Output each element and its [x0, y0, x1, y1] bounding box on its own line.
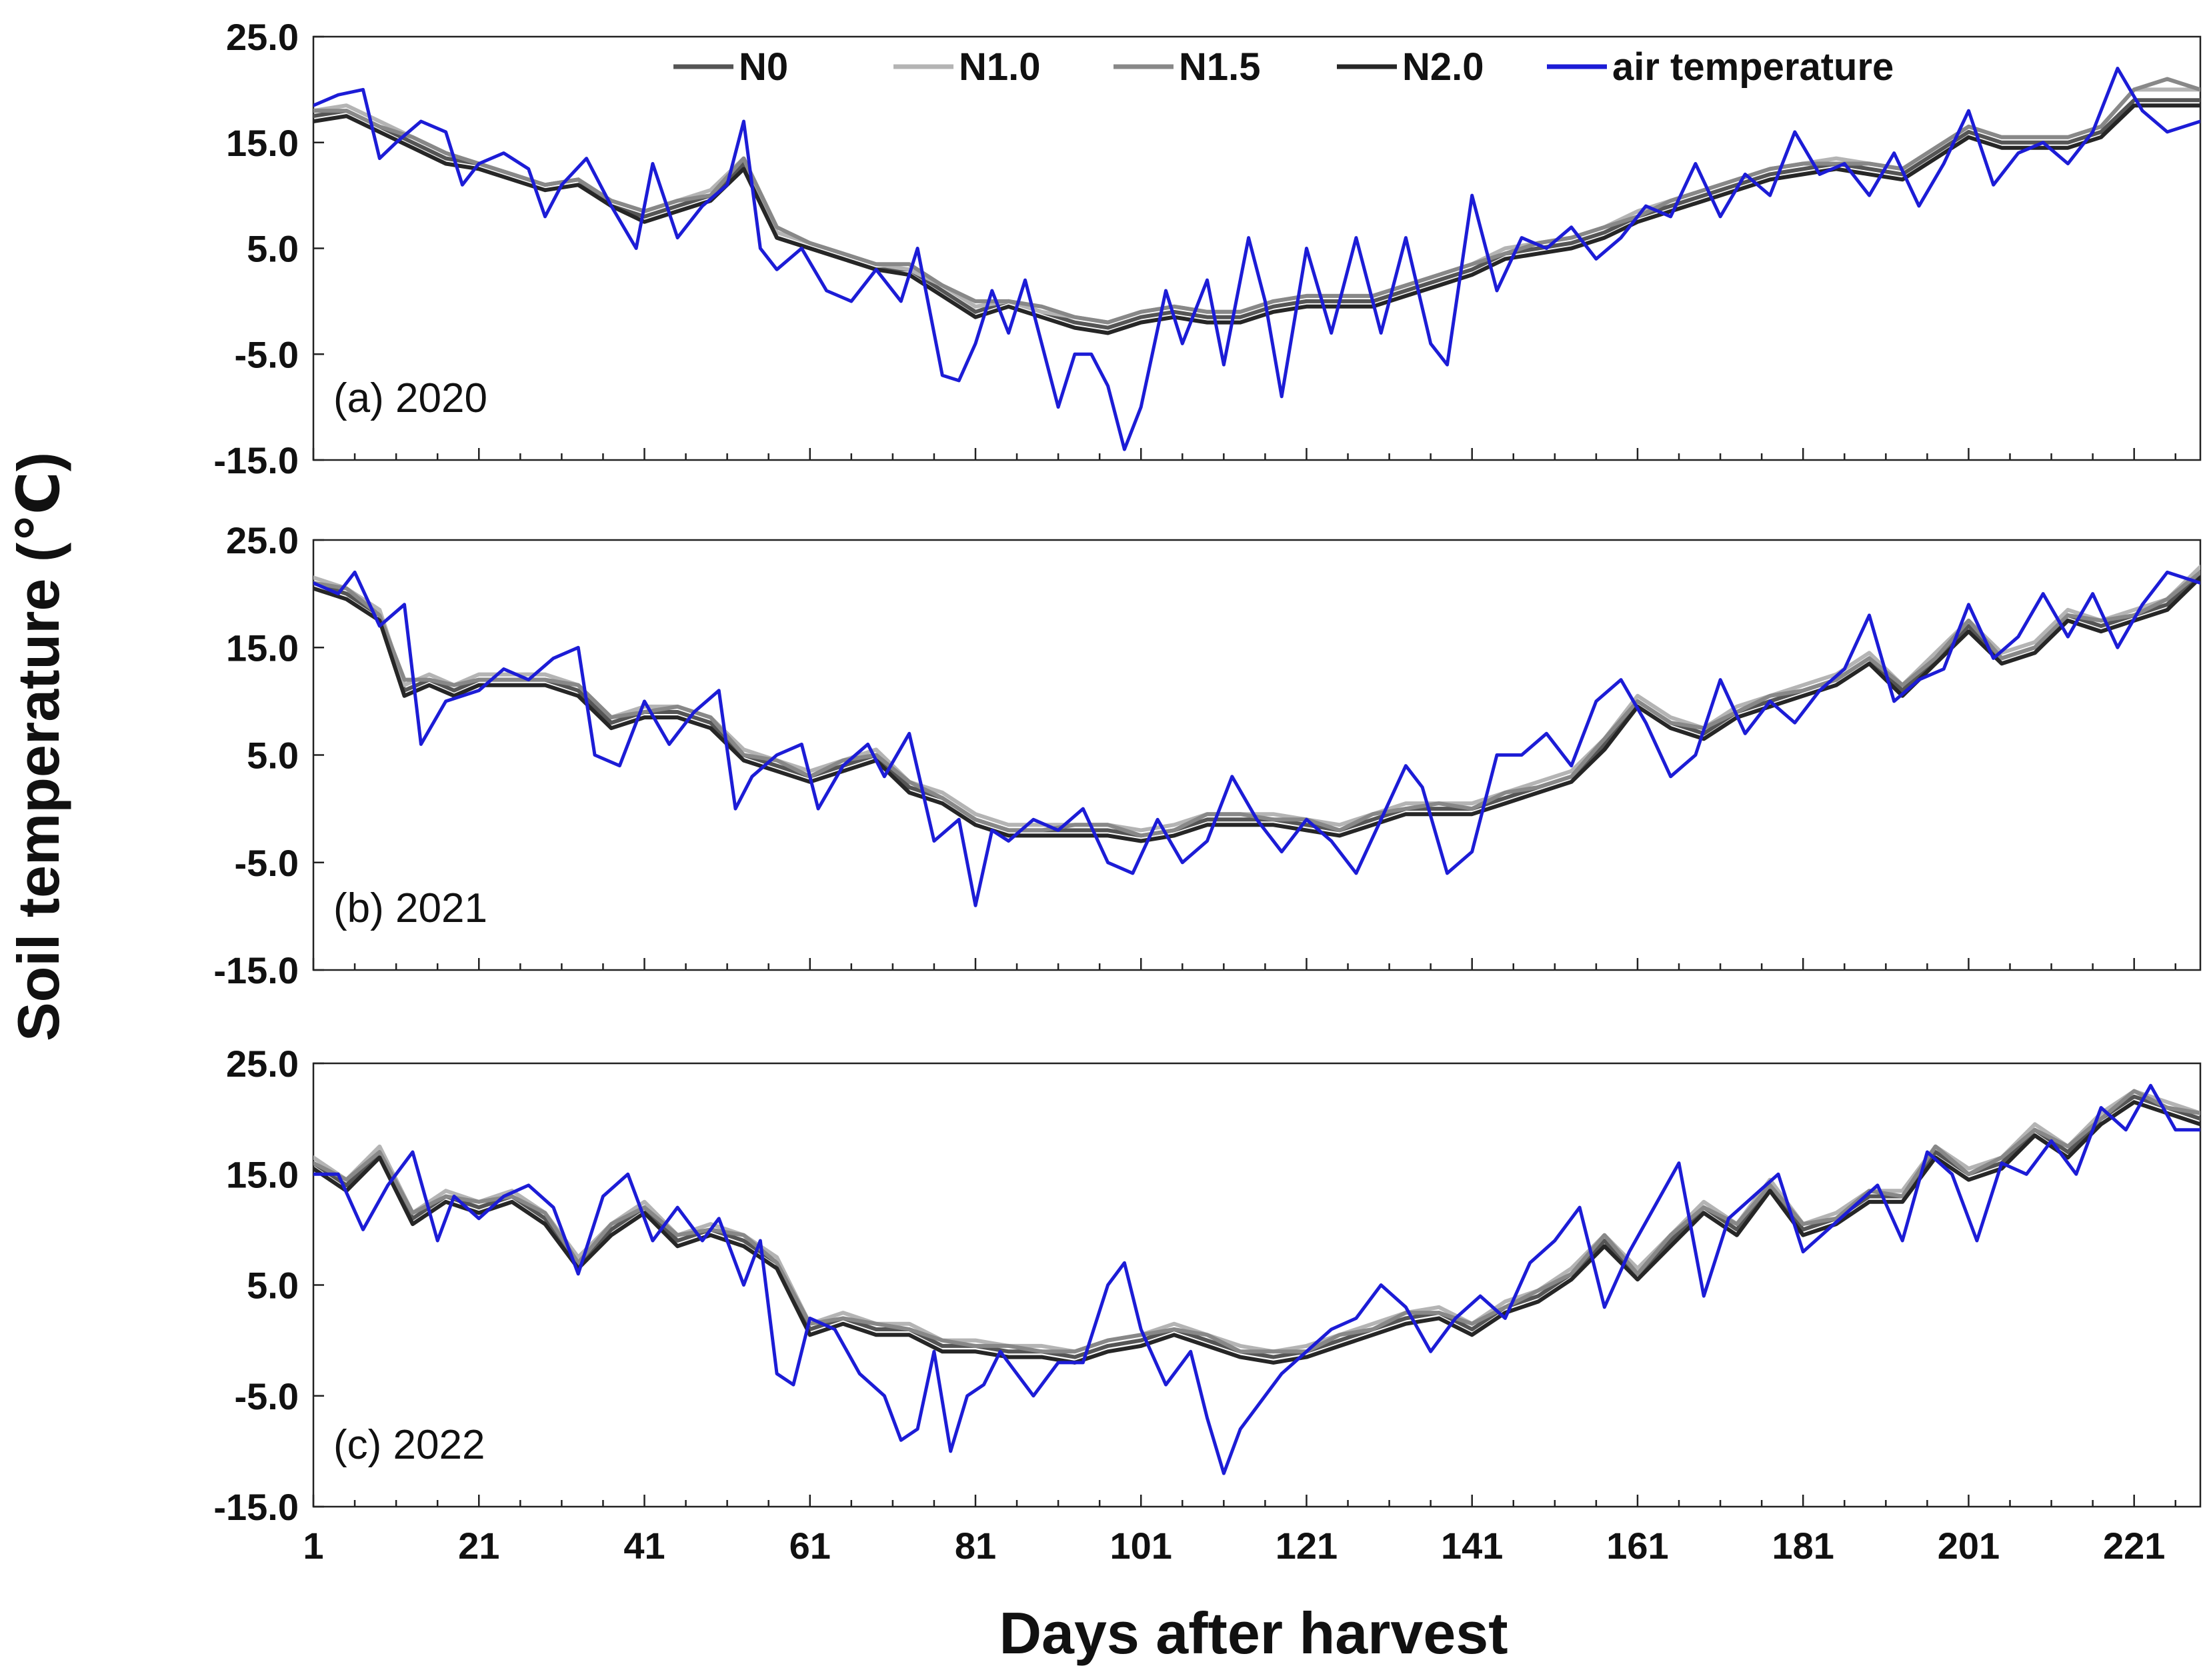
y-tick-label: 25.0 [226, 16, 299, 58]
legend-item: N1.5 [1114, 45, 1261, 89]
x-tick-label: 221 [2103, 1525, 2165, 1567]
series-line-air-temperature [313, 1083, 2200, 1475]
panel-label: (a) 2020 [333, 375, 487, 421]
y-tick-label: 15.0 [226, 627, 299, 669]
legend-label: N1.0 [959, 45, 1041, 89]
y-tick-label: -15.0 [213, 439, 299, 481]
legend-item: N2.0 [1337, 45, 1484, 89]
y-tick-label: -15.0 [213, 1486, 299, 1528]
y-tick-label: 5.0 [247, 228, 299, 270]
panel-label: (c) 2022 [333, 1422, 485, 1468]
series-line-n2-0 [313, 103, 2200, 335]
legend-label: N2.0 [1402, 45, 1484, 89]
x-tick-label: 181 [1772, 1525, 1834, 1567]
series-line-n0 [313, 98, 2200, 330]
y-tick-label: 15.0 [226, 1153, 299, 1195]
legend-item: air temperature [1547, 45, 1894, 89]
x-axis-title: Days after harvest [999, 1600, 1508, 1666]
panel-label: (b) 2021 [333, 885, 487, 931]
legend-label: N1.5 [1179, 45, 1261, 89]
y-tick-label: 5.0 [247, 1265, 299, 1307]
x-tick-label: 201 [1938, 1525, 2000, 1567]
x-tick-label: 1 [303, 1525, 323, 1567]
legend-label: air temperature [1612, 45, 1894, 89]
legend-item: N1.0 [893, 45, 1041, 89]
x-tick-label: 81 [955, 1525, 996, 1567]
x-tick-label: 101 [1110, 1525, 1172, 1567]
panel-3: 25.015.05.0-5.0-15.01 21 41 61 81 101 121 141 16… [213, 1043, 2202, 1567]
series-line-n2-0 [313, 1100, 2200, 1365]
series-line-n2-0 [313, 575, 2200, 843]
y-axis-title: Soil temperature (℃) [5, 452, 71, 1041]
series-line-air-temperature [313, 570, 2200, 907]
x-tick-label: 121 [1276, 1525, 1338, 1567]
panels: 25.015.05.0-5.0-15.0(a) 202025.015.05.0-… [213, 16, 2202, 1567]
series-line-n1-5 [313, 1089, 2200, 1354]
y-tick-label: -5.0 [235, 1375, 299, 1417]
y-tick-label: 25.0 [226, 1043, 299, 1085]
legend-item: N0 [673, 45, 788, 89]
x-tick-label: 161 [1606, 1525, 1668, 1567]
plot-frame [312, 1062, 2202, 1508]
x-tick-label: 61 [789, 1525, 831, 1567]
x-tick-label: 21 [458, 1525, 499, 1567]
series-line-n1-0 [313, 1089, 2200, 1354]
series-line-air-temperature [313, 67, 2200, 451]
x-tick-label: 41 [623, 1525, 665, 1567]
series-line-n1-0 [313, 565, 2200, 833]
y-tick-label: 15.0 [226, 122, 299, 164]
legend-label: N0 [739, 45, 788, 89]
plot-frame [312, 35, 2202, 461]
series-line-n0 [313, 1094, 2200, 1359]
panel-1: 25.0 15.0 5.0 -5.0 -15.0 (a) 2020 [213, 16, 2202, 481]
y-tick-label: -5.0 [235, 842, 299, 884]
series-line-n1-5 [313, 570, 2200, 838]
y-tick-label: 25.0 [226, 519, 299, 561]
y-tick-label: -15.0 [213, 949, 299, 991]
y-tick-label: 5.0 [247, 735, 299, 777]
panel-2: 25.0 15.0 5.0 -5.0 -15.0 (b) 2021 [213, 519, 2202, 991]
y-tick-label: -5.0 [235, 333, 299, 375]
legend: N0 N1.0 N1.5 N2.0 air temperature [673, 45, 1894, 89]
x-tick-label: 141 [1441, 1525, 1503, 1567]
